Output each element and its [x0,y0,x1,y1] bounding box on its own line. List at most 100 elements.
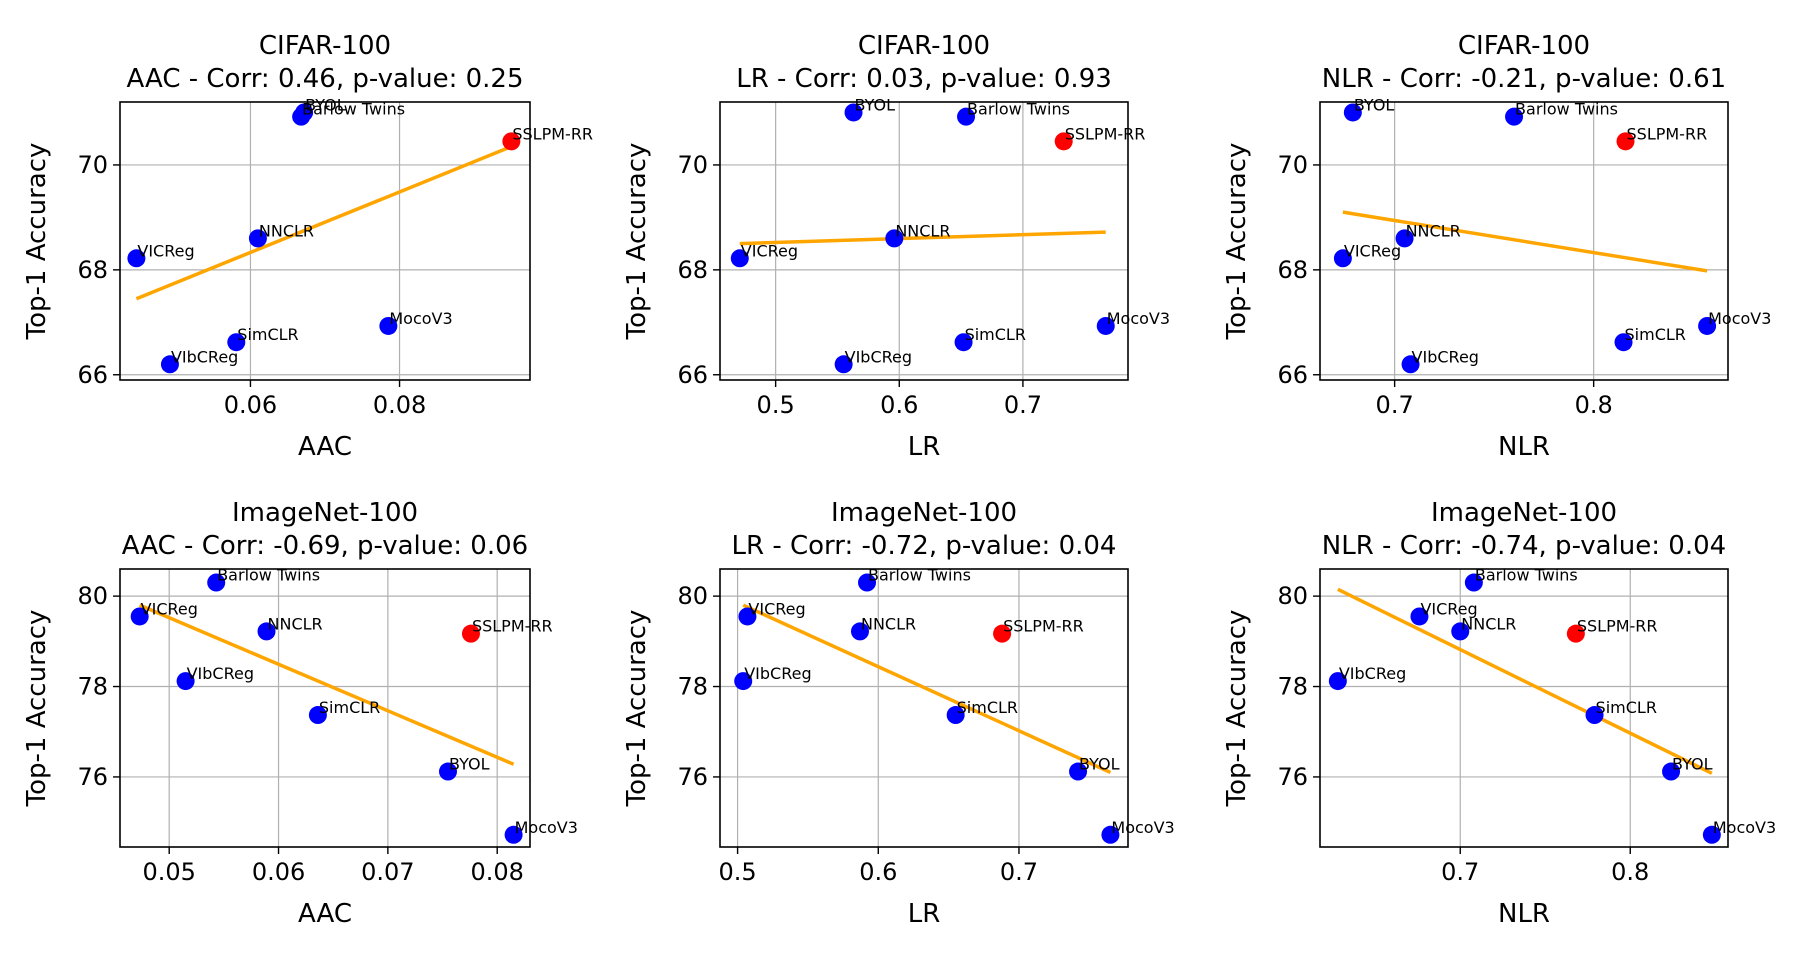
data-point-nnclr [248,229,267,248]
data-point-label: Barlow Twins [1515,100,1618,119]
data-point-label: VICReg [137,241,194,260]
subplot-subtitle: AAC - Corr: -0.69, p-value: 0.06 [122,531,528,561]
data-point-simclr [1585,706,1604,725]
data-point-mocov3 [504,825,523,844]
y-axis-label: Top-1 Accuracy [22,610,52,808]
x-tick-label: 0.08 [373,391,426,419]
data-point-label: BYOL [305,95,346,114]
data-point-mocov3 [1096,316,1115,335]
data-point-label: MocoV3 [389,309,452,328]
data-point-label: SimCLR [1625,325,1686,344]
subplot-subtitle: LR - Corr: -0.72, p-value: 0.04 [732,531,1117,561]
data-point-label: NNCLR [259,221,314,240]
data-point-simclr [946,706,965,725]
data-point-mocov3 [1702,825,1721,844]
data-point-label: Barlow Twins [967,100,1070,119]
data-point-label: SSLPM-RR [512,124,593,143]
data-point-label: SimCLR [1596,698,1657,717]
data-point-label: SimCLR [965,325,1026,344]
x-tick-label: 0.7 [1000,858,1038,886]
y-tick-label: 78 [77,673,108,701]
data-point-sslpm-rr [1616,132,1635,151]
x-tick-label: 0.5 [757,391,795,419]
data-point-label: NNCLR [1461,614,1516,633]
data-point-label: VICReg [1420,599,1477,618]
data-point-label: MocoV3 [515,818,578,837]
plot-frame [1319,101,1729,381]
data-point-vicreg [127,249,146,268]
data-point-label: Barlow Twins [1475,566,1578,585]
y-tick-label: 80 [1277,582,1308,610]
x-tick-label: 0.8 [1611,858,1649,886]
data-point-label: SSLPM-RR [1577,617,1658,636]
trend-line [135,144,513,301]
y-tick-label: 66 [1277,361,1308,389]
subplot-title: ImageNet-100 [1431,498,1617,528]
trend-line [138,603,515,766]
y-tick-label: 66 [77,361,108,389]
data-point-vibcreg [834,355,853,374]
data-point-label: SSLPM-RR [1065,124,1146,143]
data-point-label: BYOL [449,755,490,774]
x-tick-label: 0.6 [880,391,918,419]
data-point-label: NNCLR [1406,221,1461,240]
y-axis-label: Top-1 Accuracy [1222,610,1252,808]
data-point-simclr [308,706,327,725]
data-point-sslpm-rr [461,624,480,643]
data-point-label: SSLPM-RR [472,617,553,636]
plot-frame [719,101,1129,381]
data-point-mocov3 [1698,316,1717,335]
data-point-sslpm-rr [502,132,521,151]
y-tick-label: 78 [1277,673,1308,701]
data-point-label: MocoV3 [1111,818,1174,837]
trend-line [742,603,1112,775]
data-point-vibcreg [734,672,753,691]
data-point-label: VICReg [141,599,198,618]
subplot-title: CIFAR-100 [1458,31,1590,61]
y-tick-label: 70 [1277,151,1308,179]
y-tick-label: 70 [77,151,108,179]
data-point-vibcreg [1328,672,1347,691]
subplot-subtitle: LR - Corr: 0.03, p-value: 0.93 [736,64,1112,94]
data-point-vicreg [730,249,749,268]
data-point-label: MocoV3 [1708,309,1771,328]
x-tick-label: 0.05 [142,858,195,886]
data-point-nnclr [257,622,276,641]
data-point-label: BYOL [1354,95,1395,114]
x-axis-label: NLR [1498,899,1550,929]
data-point-vicreg [130,607,149,626]
y-axis-label: Top-1 Accuracy [622,610,652,808]
data-point-byol [1069,762,1088,781]
data-point-label: MocoV3 [1107,309,1170,328]
data-point-mocov3 [1101,825,1120,844]
trend-line [739,230,1106,246]
data-point-label: SSLPM-RR [1627,124,1708,143]
subplot-subtitle: NLR - Corr: -0.74, p-value: 0.04 [1322,531,1726,561]
y-axis-label: Top-1 Accuracy [622,143,652,341]
y-tick-label: 68 [77,256,108,284]
x-tick-label: 0.7 [1376,391,1414,419]
subplot-title: CIFAR-100 [259,31,391,61]
data-point-sslpm-rr [1566,624,1585,643]
data-point-simclr [227,333,246,352]
data-point-label: Barlow Twins [868,566,971,585]
data-point-label: SimCLR [237,325,298,344]
x-tick-label: 0.8 [1575,391,1613,419]
y-tick-label: 70 [677,151,708,179]
data-point-nnclr [1395,229,1414,248]
data-point-label: SimCLR [957,698,1018,717]
data-point-byol [1343,103,1362,122]
data-point-byol [439,762,457,781]
x-axis-label: LR [908,432,941,462]
data-point-label: NNCLR [895,221,950,240]
data-point-barlow-twins [1464,573,1483,592]
subplot-title: CIFAR-100 [858,31,990,61]
y-tick-label: 68 [1277,256,1308,284]
data-point-label: VIbCReg [187,664,254,683]
data-point-label: Barlow Twins [302,100,405,119]
